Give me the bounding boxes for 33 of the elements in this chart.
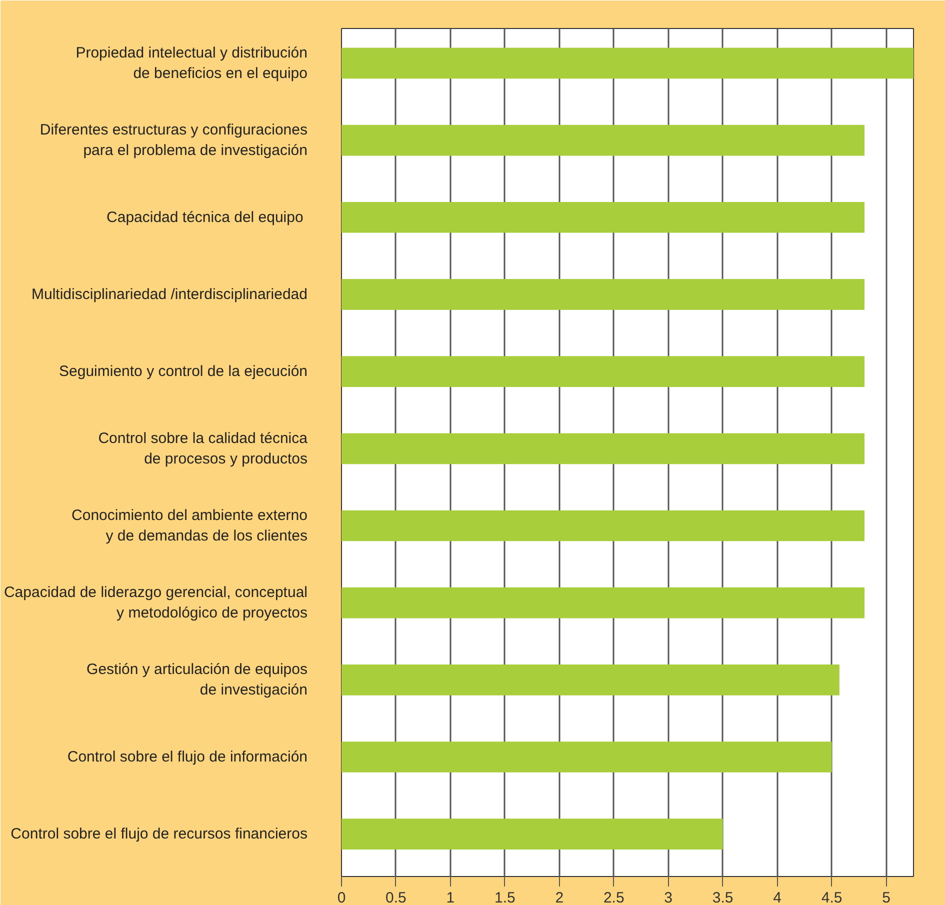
bar (342, 279, 864, 310)
x-tick-label: 5 (882, 890, 890, 905)
y-tick-label: Gestión y articulación de equipos de investigación (86, 661, 308, 699)
x-tick-label: 1.5 (494, 890, 516, 905)
y-tick-label: Capacidad de liderazgo gerencial, conceptual y metodológico de proyectos (4, 584, 308, 622)
bar (342, 433, 864, 464)
x-tick-label: 4 (773, 890, 782, 905)
x-tick-label: 4.5 (821, 890, 842, 905)
y-tick-label: Conocimiento del ambiente externo y de demandas de los clientes (72, 507, 308, 544)
bar (342, 818, 723, 850)
bar (342, 124, 864, 156)
y-tick-label: Control sobre la calidad técnica de procesos y productos (98, 430, 308, 468)
y-tick-label: Control sobre el flujo de recursos financieros (10, 826, 308, 843)
x-tick-label: 3.5 (712, 890, 734, 905)
x-tick-label: 2.5 (603, 890, 624, 905)
bar (342, 742, 832, 772)
x-tick-label: 0 (337, 890, 346, 905)
bar (342, 664, 840, 696)
bar (342, 356, 864, 387)
y-tick-label: Seguimiento y control de la ejecución (59, 363, 308, 380)
y-tick-label: Propiedad intelectual y distribución de beneficios en el equipo (76, 44, 308, 82)
bar (342, 48, 914, 79)
bar (342, 202, 864, 233)
y-tick-label: Multidisciplinariedad /interdisciplinariedad (32, 286, 308, 303)
bar (342, 587, 864, 618)
y-tick-label: Diferentes estructuras y configuraciones para el problema de investigación (40, 122, 308, 159)
x-tick-label: 1 (446, 890, 455, 905)
x-tick-label: 0.5 (386, 890, 406, 905)
bar (342, 510, 864, 542)
x-tick-label: 2 (555, 890, 564, 905)
x-tick-label: 3 (664, 890, 673, 905)
y-tick-label: Capacidad técnica del equipo (106, 208, 304, 226)
y-tick-label: Control sobre el flujo de información (67, 748, 308, 766)
